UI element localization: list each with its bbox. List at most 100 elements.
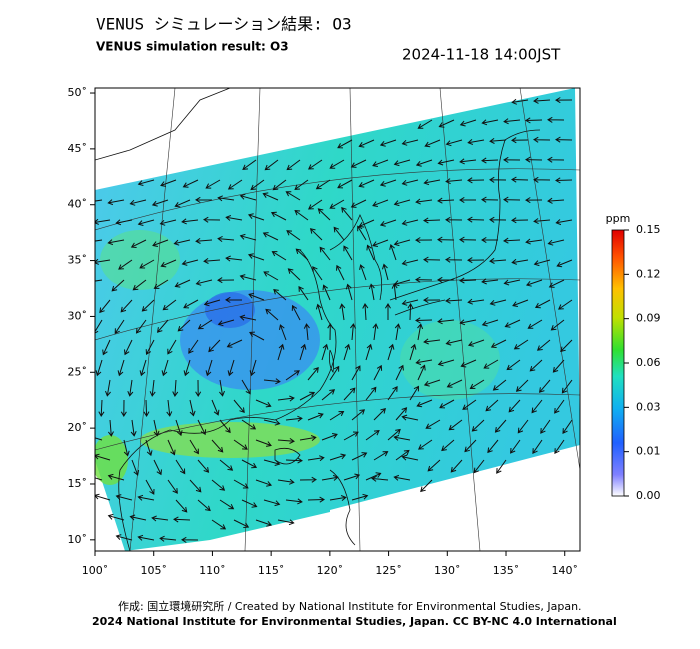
wind-arrow (211, 479, 226, 491)
wind-arrow (189, 399, 196, 417)
wind-arrow (423, 379, 441, 387)
colorbar-tick-label: 0.12 (636, 267, 661, 280)
wind-arrow (197, 459, 210, 473)
wind-arrow (159, 219, 177, 226)
wind-arrow (129, 199, 147, 206)
wind-arrow (95, 437, 103, 441)
wind-arrow (387, 385, 398, 401)
wind-arrow (437, 359, 455, 367)
wind-arrow (114, 319, 125, 335)
wind-arrow (277, 437, 295, 444)
wind-arrow (561, 379, 573, 394)
wind-arrow (415, 198, 433, 205)
wind-arrow (152, 239, 169, 247)
wind-arrow (511, 217, 529, 224)
wind-arrow (189, 479, 202, 493)
wind-arrow (321, 343, 329, 361)
wind-arrow (437, 318, 455, 325)
wind-arrow (460, 359, 477, 368)
wind-arrow (322, 284, 331, 301)
wind-arrow (137, 534, 155, 541)
wind-arrow (285, 415, 303, 422)
wind-arrow (167, 479, 178, 494)
wind-arrow (219, 459, 234, 471)
wind-arrow (552, 359, 565, 373)
wind-arrow (286, 230, 301, 241)
wind-arrow (393, 474, 411, 481)
wind-arrow (145, 439, 153, 457)
wind-arrow (107, 239, 125, 246)
wind-arrow (395, 407, 408, 421)
wind-arrow (315, 303, 323, 321)
wind-arrow (536, 339, 551, 351)
wind-arrow (372, 239, 389, 247)
map-frame (94, 87, 581, 552)
wind-arrow (358, 139, 375, 148)
wind-arrow (250, 179, 265, 191)
wind-arrow (241, 499, 258, 508)
wind-arrow (343, 431, 359, 441)
wind-arrow (511, 258, 529, 265)
title: VENUS シミュレーション結果: O3 (96, 15, 352, 34)
wind-arrow (373, 408, 386, 421)
wind-arrow (247, 253, 265, 261)
wind-arrow (467, 177, 485, 184)
wind-arrow (415, 159, 433, 167)
wind-arrow (166, 399, 173, 417)
wind-arrow (255, 479, 273, 487)
x-tick-label: 115˚ (258, 564, 285, 577)
wind-arrow (512, 299, 529, 307)
wind-arrow (467, 298, 485, 305)
wind-arrow (554, 439, 565, 455)
wind-arrow (485, 399, 499, 412)
y-tick-label: 45˚ (68, 142, 88, 155)
wind-arrow (227, 179, 243, 190)
wind-arrow (294, 210, 309, 221)
wind-arrow (467, 216, 485, 223)
wind-arrow (350, 323, 357, 341)
wind-arrow (262, 232, 279, 241)
wind-arrow (345, 283, 353, 301)
wind-arrow (467, 339, 485, 347)
wind-arrow (467, 257, 485, 264)
colorbar-unit: ppm (606, 212, 631, 225)
wind-arrow (394, 323, 401, 341)
wind-arrow (329, 199, 345, 209)
wind-arrow (225, 215, 243, 221)
wind-arrow (160, 179, 177, 187)
colorbar-tick-label: 0.03 (636, 400, 661, 413)
wind-arrow (401, 299, 419, 306)
wind-arrow (262, 192, 279, 201)
wind-arrow (351, 452, 368, 461)
x-tick-label: 140˚ (551, 564, 578, 577)
wind-arrow (102, 339, 111, 356)
wind-arrow (294, 179, 309, 190)
wind-arrow (239, 314, 257, 321)
wind-arrow (249, 331, 265, 341)
wind-arrow (517, 419, 529, 434)
coastline (118, 249, 337, 551)
wind-arrow (446, 379, 463, 388)
wind-arrow (175, 499, 188, 513)
x-tick-label: 105˚ (140, 564, 167, 577)
license: 2024 National Institute for Environmenta… (92, 615, 617, 628)
wind-arrow (393, 159, 411, 167)
wind-arrow (417, 364, 426, 381)
wind-arrow (555, 219, 573, 226)
wind-arrow (504, 319, 521, 328)
wind-arrow (139, 359, 147, 377)
wind-arrow (362, 303, 369, 321)
wind-arrow (270, 211, 287, 221)
wind-arrow (329, 410, 345, 421)
wind-arrow (197, 319, 213, 330)
wind-arrow (263, 271, 279, 281)
wind-arrow (123, 439, 130, 457)
wind-arrow (219, 499, 235, 510)
wind-arrow (95, 218, 111, 225)
wind-arrow (401, 454, 419, 461)
wind-arrow (391, 283, 398, 301)
wind-arrow (379, 179, 397, 187)
wind-arrow (241, 459, 258, 469)
wind-arrow (459, 236, 477, 243)
wind-arrow (208, 339, 221, 353)
